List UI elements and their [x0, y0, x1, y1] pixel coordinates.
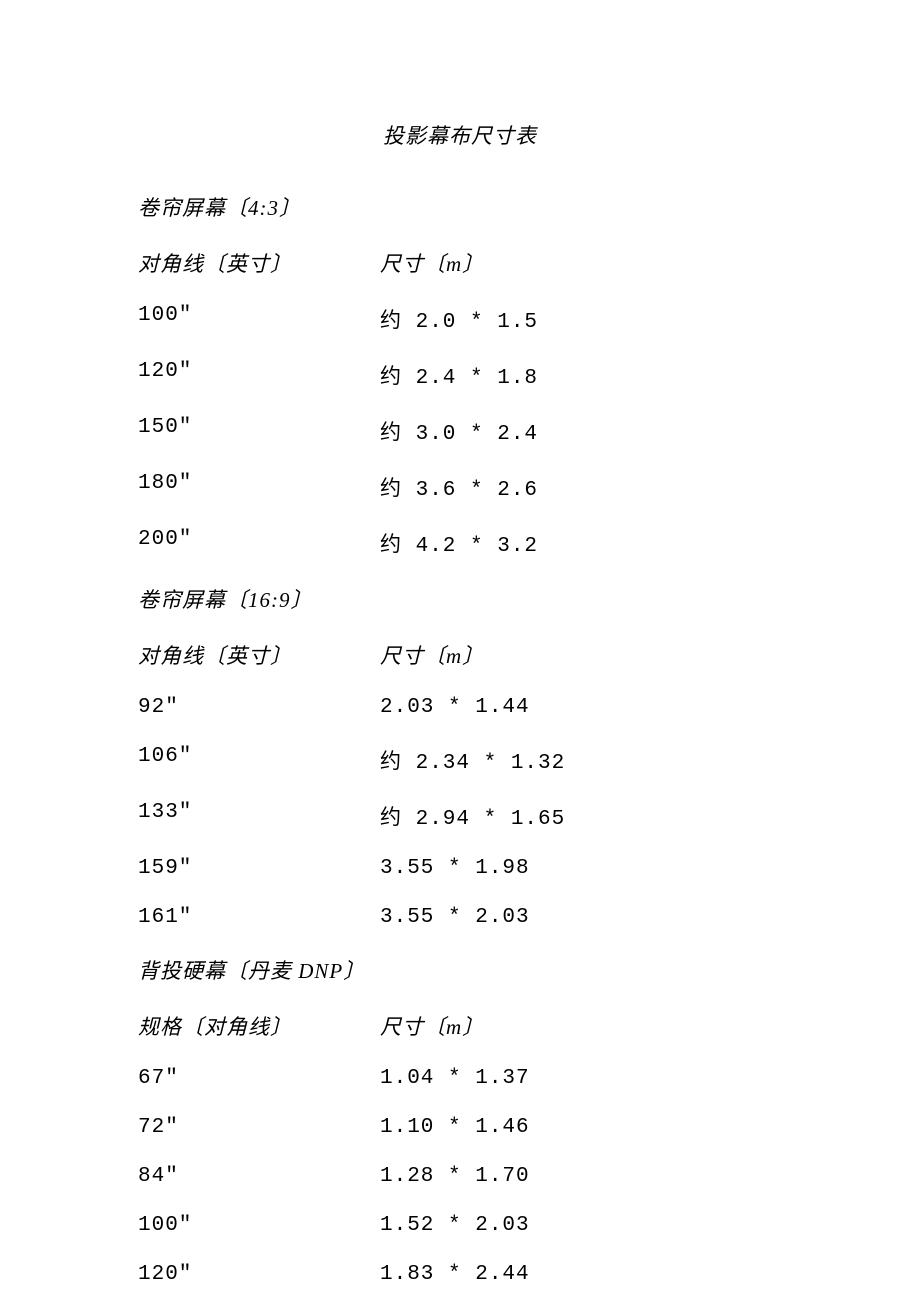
cell-size: 约 3.6 * 2.6: [380, 472, 538, 502]
cell-diagonal: 150": [138, 416, 380, 446]
cell-diagonal: 100": [138, 1214, 380, 1237]
page-title: 投影幕布尺寸表: [0, 120, 920, 150]
table-row: 100" 1.52 * 2.03: [138, 1214, 920, 1237]
cell-size: 1.83 * 2.44: [380, 1263, 530, 1286]
cell-diagonal: 120": [138, 360, 380, 390]
table-row: 150" 约 3.0 * 2.4: [138, 416, 920, 446]
table-row: 159" 3.55 * 1.98: [138, 857, 920, 880]
cell-diagonal: 72": [138, 1116, 380, 1139]
cell-diagonal: 92": [138, 696, 380, 719]
cell-diagonal: 161": [138, 906, 380, 929]
table-header-row: 对角线〔英寸〕 尺寸〔m〕: [138, 640, 920, 670]
column-header-size: 尺寸〔m〕: [380, 1011, 484, 1041]
table-row: 67" 1.04 * 1.37: [138, 1067, 920, 1090]
table-row: 133" 约 2.94 * 1.65: [138, 801, 920, 831]
cell-size: 1.28 * 1.70: [380, 1165, 530, 1188]
table-row: 120" 1.83 * 2.44: [138, 1263, 920, 1286]
cell-size: 3.55 * 1.98: [380, 857, 530, 880]
cell-diagonal: 180": [138, 472, 380, 502]
cell-diagonal: 200": [138, 528, 380, 558]
table-row: 72" 1.10 * 1.46: [138, 1116, 920, 1139]
column-header-spec: 规格〔对角线〕: [138, 1011, 380, 1041]
table-row: 120" 约 2.4 * 1.8: [138, 360, 920, 390]
cell-diagonal: 106": [138, 745, 380, 775]
column-header-size: 尺寸〔m〕: [380, 640, 484, 670]
cell-diagonal: 84": [138, 1165, 380, 1188]
section-header: 卷帘屏幕〔16:9〕: [138, 584, 920, 614]
cell-diagonal: 159": [138, 857, 380, 880]
table-row: 84" 1.28 * 1.70: [138, 1165, 920, 1188]
table-header-row: 对角线〔英寸〕 尺寸〔m〕: [138, 248, 920, 278]
cell-diagonal: 120": [138, 1263, 380, 1286]
cell-size: 约 2.0 * 1.5: [380, 304, 538, 334]
table-row: 100" 约 2.0 * 1.5: [138, 304, 920, 334]
cell-size: 3.55 * 2.03: [380, 906, 530, 929]
content-area: 卷帘屏幕〔4:3〕 对角线〔英寸〕 尺寸〔m〕 100" 约 2.0 * 1.5…: [0, 192, 920, 1286]
table-row: 180" 约 3.6 * 2.6: [138, 472, 920, 502]
cell-size: 约 3.0 * 2.4: [380, 416, 538, 446]
cell-size: 约 2.94 * 1.65: [380, 801, 565, 831]
table-row: 106" 约 2.34 * 1.32: [138, 745, 920, 775]
cell-size: 1.04 * 1.37: [380, 1067, 530, 1090]
cell-size: 1.52 * 2.03: [380, 1214, 530, 1237]
cell-diagonal: 133": [138, 801, 380, 831]
cell-size: 2.03 * 1.44: [380, 696, 530, 719]
column-header-diagonal: 对角线〔英寸〕: [138, 248, 380, 278]
cell-size: 约 4.2 * 3.2: [380, 528, 538, 558]
cell-diagonal: 67": [138, 1067, 380, 1090]
table-header-row: 规格〔对角线〕 尺寸〔m〕: [138, 1011, 920, 1041]
column-header-size: 尺寸〔m〕: [380, 248, 484, 278]
table-row: 161" 3.55 * 2.03: [138, 906, 920, 929]
cell-size: 约 2.4 * 1.8: [380, 360, 538, 390]
table-row: 92" 2.03 * 1.44: [138, 696, 920, 719]
column-header-diagonal: 对角线〔英寸〕: [138, 640, 380, 670]
table-row: 200" 约 4.2 * 3.2: [138, 528, 920, 558]
cell-size: 约 2.34 * 1.32: [380, 745, 565, 775]
cell-diagonal: 100": [138, 304, 380, 334]
cell-size: 1.10 * 1.46: [380, 1116, 530, 1139]
section-header: 背投硬幕〔丹麦 DNP〕: [138, 955, 920, 985]
section-header: 卷帘屏幕〔4:3〕: [138, 192, 920, 222]
